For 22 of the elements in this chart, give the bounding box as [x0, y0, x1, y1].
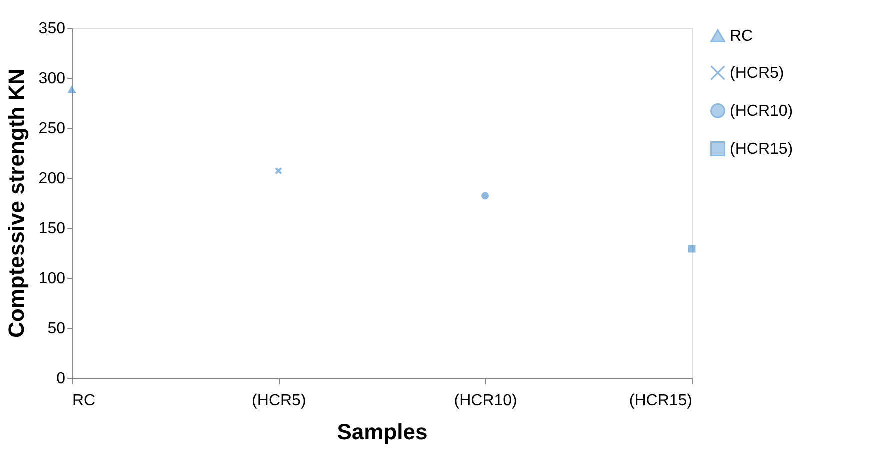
point [688, 245, 696, 253]
y-tick-label: 350 [38, 20, 66, 38]
legend-label: (HCR5) [730, 65, 784, 82]
y-tick-label: 250 [38, 120, 66, 138]
x-tick-label: (HCR5) [252, 392, 306, 410]
x-tick-label: (HCR10) [454, 392, 518, 410]
point [482, 192, 490, 200]
y-tick-label: 150 [38, 220, 66, 238]
x-tick-label: RC [72, 392, 96, 410]
y-tick-label: 300 [38, 70, 66, 88]
y-tick-label: 100 [38, 270, 66, 288]
point [274, 167, 282, 175]
y-tick-label: 200 [38, 170, 66, 188]
x-axis-title: Samples [337, 420, 428, 444]
y-tick-label: 0 [56, 370, 66, 388]
y-axis-title: Comptessive strength KN [4, 69, 29, 338]
legend-label: (HCR10) [730, 103, 794, 120]
legend-label: (HCR15) [730, 141, 794, 158]
y-tick-label: 50 [48, 320, 66, 338]
point [68, 86, 76, 94]
x-tick-label: (HCR15) [629, 392, 692, 410]
legend-label: RC [730, 28, 754, 45]
